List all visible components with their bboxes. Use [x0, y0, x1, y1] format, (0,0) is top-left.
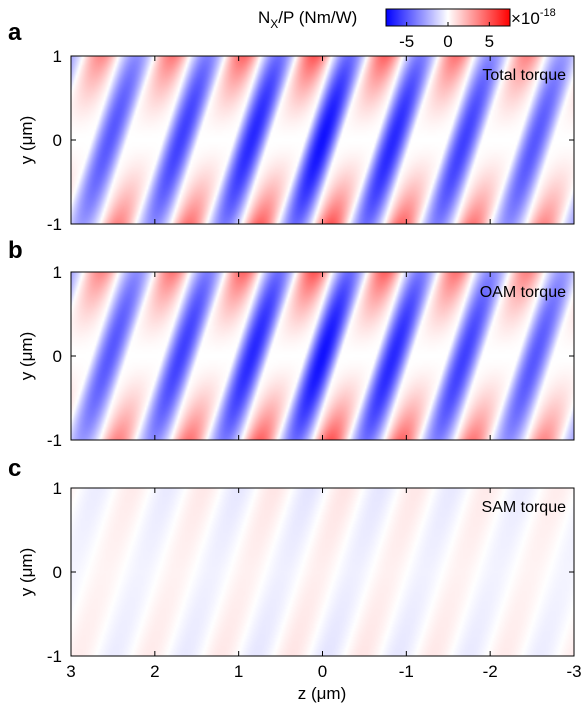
y-tick-label: -1 — [47, 215, 62, 234]
colorbar-label-rest: /P (Nm/W) — [278, 8, 357, 27]
colorbar-tick-label: 0 — [443, 32, 452, 51]
y-tick-label: -1 — [47, 647, 62, 666]
panel-letter-c: c — [8, 455, 21, 482]
x-tick-label: -2 — [483, 662, 498, 681]
y-tick-label: -1 — [47, 431, 62, 450]
y-tick-label: 0 — [53, 347, 62, 366]
panel-oam-torque: b OAM torque y (μm) -1 0 1 — [8, 237, 575, 450]
annotation-oam-torque: OAM torque — [480, 284, 566, 301]
colorbar-ticks: -5 0 5 — [399, 22, 494, 51]
x-tick-label: 3 — [66, 662, 75, 681]
colorbar-label-main: N — [258, 8, 270, 27]
ylabel-a: y (μm) — [17, 116, 36, 165]
panel-letter-b: b — [8, 237, 23, 264]
colorbar-multiplier: ×10-18 — [511, 7, 556, 28]
x-tick-label: -1 — [399, 662, 414, 681]
x-tick-label: -3 — [566, 662, 581, 681]
colorbar-multiplier-base: ×10 — [511, 9, 540, 28]
colorbar-label: NX/P (Nm/W) — [258, 8, 357, 31]
ylabel-c: y (μm) — [17, 548, 36, 597]
x-tick-label: 2 — [150, 662, 159, 681]
y-tick-label: 0 — [53, 563, 62, 582]
x-tick-label: 1 — [234, 662, 243, 681]
x-tick-label: 0 — [318, 662, 327, 681]
panel-total-torque: a Total torque y (μm) -1 0 1 — [8, 19, 575, 234]
colorbar-multiplier-exp: -18 — [540, 7, 556, 19]
heatmap-sam-torque — [71, 488, 574, 656]
y-tick-label: 1 — [53, 263, 62, 282]
axes-a: -1 0 1 — [47, 47, 575, 234]
axes-b: -1 0 1 — [47, 263, 575, 450]
heatmap-total-torque — [71, 56, 574, 224]
colorbar: NX/P (Nm/W) -5 0 5 ×10-18 — [258, 7, 556, 51]
xlabel-c: z (μm) — [298, 684, 347, 703]
panel-sam-torque: c SAM torque y (μm) -1 0 1 3 2 1 0 -1 -2 -3 z (μm… — [8, 455, 582, 703]
y-tick-label: 0 — [53, 131, 62, 150]
heatmap-oam-torque — [71, 272, 574, 440]
y-tick-label: 1 — [53, 479, 62, 498]
axes-c: -1 0 1 3 2 1 0 -1 -2 -3 — [47, 479, 582, 681]
annotation-total-torque: Total torque — [482, 67, 566, 84]
colorbar-tick-label: -5 — [399, 32, 414, 51]
panel-letter-a: a — [8, 19, 22, 46]
colorbar-label-sub: X — [270, 17, 278, 31]
colorbar-tick-label: 5 — [485, 32, 494, 51]
ylabel-b: y (μm) — [17, 332, 36, 381]
y-tick-label: 1 — [53, 47, 62, 66]
annotation-sam-torque: SAM torque — [482, 499, 567, 516]
